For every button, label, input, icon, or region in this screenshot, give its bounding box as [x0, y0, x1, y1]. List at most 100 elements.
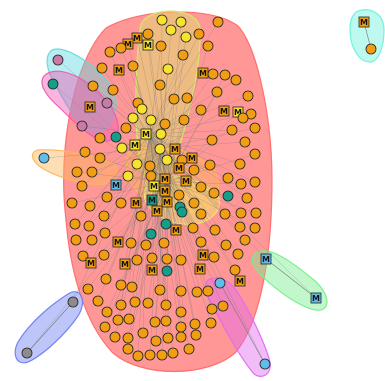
node: [204, 159, 216, 171]
labeled-node: M: [146, 194, 158, 206]
node: [149, 316, 161, 328]
node: [195, 181, 207, 193]
edge: [26, 181, 168, 354]
labeled-node-box: [140, 128, 152, 140]
node: [98, 249, 110, 261]
labeled-node-box: [159, 173, 171, 185]
node-label: M: [133, 34, 141, 43]
node: [67, 296, 79, 308]
node: [137, 327, 149, 339]
edge: [219, 282, 266, 365]
node: [175, 285, 187, 297]
node-label: M: [175, 164, 183, 173]
node-label: M: [312, 294, 320, 303]
node: [239, 234, 251, 246]
node-label: M: [234, 108, 242, 117]
node-label: M: [171, 145, 179, 154]
node: [76, 180, 88, 192]
node: [146, 252, 158, 264]
node: [131, 158, 143, 170]
node: [83, 220, 95, 232]
node: [176, 206, 188, 218]
node: [145, 114, 157, 126]
node: [160, 315, 172, 327]
node-label: M: [131, 141, 139, 150]
node: [239, 136, 251, 148]
node: [94, 132, 106, 144]
labeled-node-box: [119, 258, 131, 270]
node: [180, 31, 192, 43]
node-label: M: [153, 207, 161, 216]
group-hull-upper-left-cyan: [46, 48, 117, 133]
node: [131, 254, 143, 266]
labeled-node: M: [161, 196, 173, 208]
labeled-node-box: [130, 197, 142, 209]
labeled-node: M: [170, 224, 182, 236]
node: [242, 90, 254, 102]
labeled-node-box: [186, 152, 198, 164]
node: [183, 343, 195, 355]
node-label: M: [124, 40, 132, 49]
labeled-node: M: [113, 64, 125, 76]
node: [101, 97, 113, 109]
labeled-node-box: [358, 16, 370, 28]
node: [98, 210, 110, 222]
node: [222, 190, 234, 202]
node: [229, 264, 241, 276]
node: [165, 24, 177, 36]
labeled-node-box: [148, 180, 160, 192]
node: [101, 306, 113, 318]
node: [162, 332, 174, 344]
edge: [166, 97, 188, 183]
node: [175, 331, 187, 343]
labeled-node: M: [130, 197, 142, 209]
node-label: M: [148, 266, 156, 275]
node: [154, 79, 166, 91]
node: [206, 134, 218, 146]
node: [96, 62, 108, 74]
node-label: M: [121, 260, 129, 269]
node: [195, 104, 207, 116]
labeled-node-box: [113, 64, 125, 76]
node: [190, 329, 202, 341]
node: [145, 170, 157, 182]
labeled-node: M: [110, 179, 122, 191]
node: [79, 146, 91, 158]
edge: [134, 147, 162, 303]
node: [160, 299, 172, 311]
node: [66, 197, 78, 209]
node: [125, 237, 137, 249]
labeled-node: M: [234, 275, 246, 287]
node: [115, 299, 127, 311]
node: [115, 279, 127, 291]
labeled-node: M: [142, 39, 154, 51]
node-label: M: [148, 196, 156, 205]
node: [189, 318, 201, 330]
node: [173, 189, 185, 201]
node: [71, 166, 83, 178]
node: [115, 42, 127, 54]
labeled-node: M: [146, 264, 158, 276]
labeled-node-box: [142, 39, 154, 51]
node-label: M: [115, 66, 123, 75]
node: [187, 222, 199, 234]
edge: [149, 133, 266, 365]
node: [132, 350, 144, 362]
node-label: M: [142, 130, 150, 139]
node: [69, 218, 81, 230]
node: [207, 68, 219, 80]
node: [86, 166, 98, 178]
node: [178, 114, 190, 126]
labeled-node-box: [151, 205, 163, 217]
edge: [265, 258, 317, 299]
node: [94, 152, 106, 164]
labeled-node: M: [358, 16, 370, 28]
node: [212, 16, 224, 28]
edge: [26, 301, 74, 354]
node: [161, 265, 173, 277]
edge: [149, 133, 201, 270]
node-label: M: [360, 18, 368, 27]
node: [205, 317, 217, 329]
node: [156, 349, 168, 361]
